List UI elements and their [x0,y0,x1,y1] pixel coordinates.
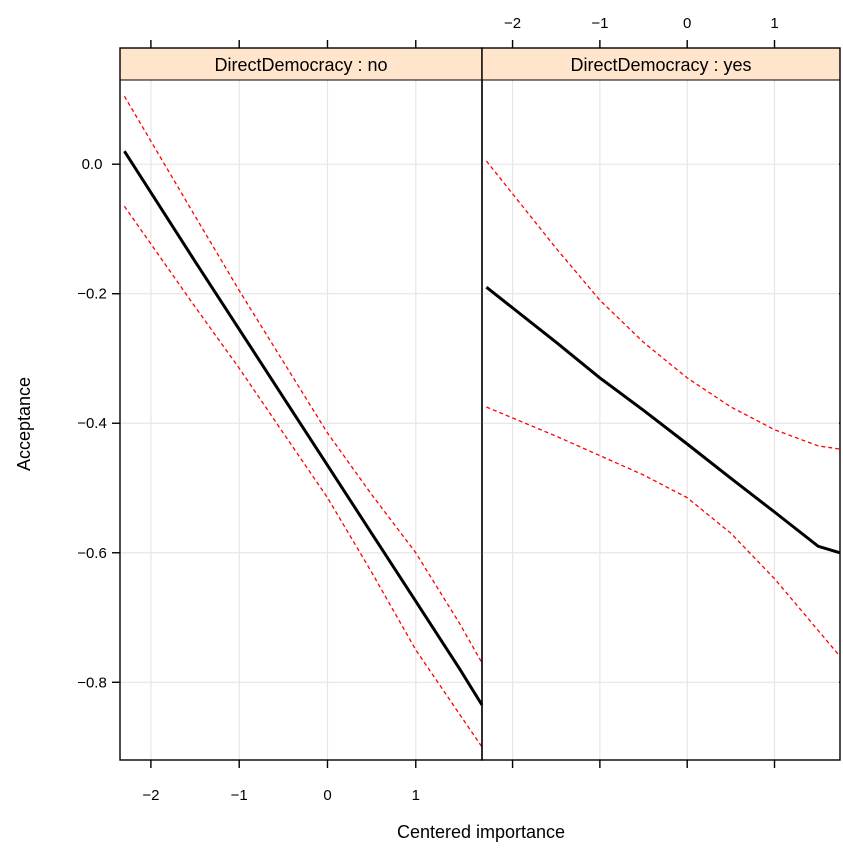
fitted-line [123,150,484,706]
y-axis-title: Acceptance [14,377,34,471]
x-tick-label: −2 [142,787,159,804]
x-tick-label: 1 [412,787,420,804]
x-tick-label: 1 [770,15,778,32]
x-tick-label: −1 [231,787,248,804]
panel-border [481,47,841,761]
y-tick-label: 0.0 [82,156,103,173]
upper-ci-line [485,160,841,450]
x-tick-label: −1 [591,15,608,32]
upper-ci-line [123,95,483,664]
x-tick-label: 0 [683,15,691,32]
x-axis-title: Centered importance [397,822,565,842]
y-tick-label: −0.4 [77,415,107,432]
panel-2: DirectDemocracy : yes [481,47,841,761]
lower-ci-line [123,205,483,748]
axes-layer: −2 −1 0 1 −2 −1 0 1 0.0 −0.2 −0.4 −0.6 −0.8 [77,15,840,804]
x-tick-label: 0 [323,787,331,804]
panel-1: DirectDemocracy : no [119,47,484,761]
y-tick-label: −0.6 [77,545,107,562]
lower-ci-line [486,406,841,657]
panel-border [119,47,483,761]
panel-strip-label: DirectDemocracy : no [214,55,387,75]
x-tick-label: −2 [504,15,521,32]
y-tick-label: −0.8 [77,674,107,691]
fitted-line [485,286,841,555]
panel-strip-label: DirectDemocracy : yes [570,55,751,75]
panels-layer: DirectDemocracy : no DirectDemocracy : ye… [119,47,841,761]
y-tick-label: −0.2 [77,286,107,303]
